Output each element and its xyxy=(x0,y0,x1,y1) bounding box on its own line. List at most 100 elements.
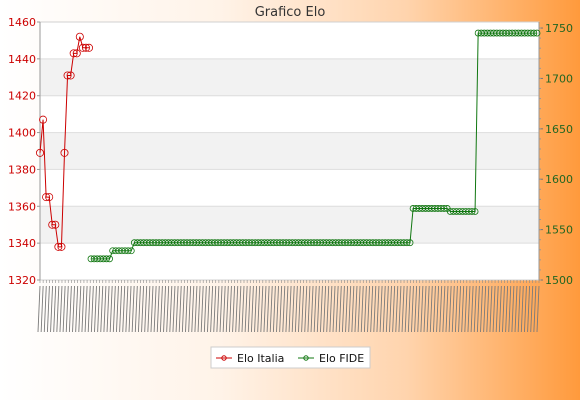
legend-marker-elo-italia xyxy=(221,355,227,361)
left-axis-ticks: 1320 1340 1360 1380 1400 1420 1440 1460 xyxy=(8,16,40,287)
plot-band xyxy=(40,58,539,96)
x-tick-label xyxy=(489,285,493,333)
x-tick-label xyxy=(357,285,361,333)
x-tick-label xyxy=(128,285,132,333)
x-tick-label xyxy=(153,285,157,333)
point-elo-fide xyxy=(103,255,110,263)
x-tick-label xyxy=(398,285,402,333)
x-tick-label xyxy=(282,285,286,333)
right-tick-label: 1550 xyxy=(545,224,573,237)
point-elo-italia xyxy=(51,220,60,229)
x-tick-label xyxy=(461,285,465,333)
x-tick-label xyxy=(156,285,160,333)
x-tick-label xyxy=(84,285,88,333)
x-tick-label xyxy=(172,285,176,333)
x-tick-label xyxy=(307,285,311,333)
legend-marker-elo-fide xyxy=(303,355,309,361)
point-elo-italia xyxy=(85,43,94,52)
right-tick-label: 1700 xyxy=(545,72,573,85)
left-tick-label: 1440 xyxy=(8,53,36,66)
x-tick-label xyxy=(454,285,458,333)
x-tick-label xyxy=(68,285,72,333)
x-tick-label xyxy=(326,285,330,333)
x-tick-label xyxy=(144,285,148,333)
x-tick-label xyxy=(320,285,323,333)
legend-item-elo-fide[interactable]: Elo FIDE xyxy=(298,352,364,365)
x-tick-label xyxy=(429,285,433,333)
x-tick-label xyxy=(445,285,449,333)
legend-label-elo-fide: Elo FIDE xyxy=(319,352,364,365)
x-tick-label xyxy=(304,285,308,333)
x-tick-label xyxy=(423,285,427,333)
x-tick-label xyxy=(40,285,44,333)
x-tick-label xyxy=(62,285,66,333)
x-tick-label xyxy=(194,285,198,333)
x-tick-label xyxy=(310,285,314,333)
right-tick-label: 1600 xyxy=(545,173,573,186)
plot-bands xyxy=(40,58,539,244)
left-tick-label: 1360 xyxy=(8,200,36,213)
x-tick-label xyxy=(53,285,57,333)
x-tick-label xyxy=(373,285,377,333)
legend-box xyxy=(210,346,371,369)
x-tick-label xyxy=(288,285,292,333)
x-tick-label xyxy=(351,285,355,333)
x-tick-label xyxy=(329,285,333,333)
x-tick-label xyxy=(508,285,512,333)
x-tick-label xyxy=(103,285,107,333)
x-tick-label xyxy=(37,285,41,333)
x-tick-label xyxy=(389,285,392,333)
x-tick-label xyxy=(313,285,317,333)
legend-item-elo-italia[interactable]: Elo Italia xyxy=(216,352,284,365)
point-elo-italia xyxy=(66,71,75,80)
x-tick-label xyxy=(467,285,471,333)
plot-band xyxy=(40,132,539,170)
x-tick-label xyxy=(338,285,342,333)
x-tick-label xyxy=(294,285,298,333)
left-tick-label: 1460 xyxy=(8,16,36,29)
left-tick-label: 1380 xyxy=(8,163,36,176)
x-tick-label xyxy=(159,285,163,333)
x-tick-label xyxy=(530,285,534,333)
x-tick-label xyxy=(414,285,418,333)
x-tick-label xyxy=(514,285,518,333)
point-elo-italia xyxy=(81,43,90,52)
point-elo-fide xyxy=(530,29,538,37)
x-tick-label xyxy=(197,285,201,333)
x-tick-label xyxy=(392,285,396,333)
x-tick-label xyxy=(169,285,173,333)
x-tick-label xyxy=(517,285,521,333)
x-tick-label xyxy=(439,285,443,333)
x-tick-label xyxy=(94,285,97,333)
x-tick-label xyxy=(125,285,129,333)
x-tick-label xyxy=(483,285,487,333)
x-tick-label xyxy=(216,285,220,333)
x-tick-label xyxy=(116,285,119,333)
x-tick-label xyxy=(505,285,509,333)
x-tick-label xyxy=(341,285,345,333)
x-tick-label xyxy=(178,285,182,333)
x-tick-label xyxy=(420,285,424,333)
x-tick-label xyxy=(495,285,499,333)
x-tick-label xyxy=(323,285,327,333)
x-tick-label xyxy=(238,285,242,333)
x-tick-label xyxy=(72,285,75,333)
x-tick-label xyxy=(348,285,352,333)
point-elo-italia xyxy=(75,32,84,41)
x-tick-label xyxy=(345,285,349,333)
x-tick-label xyxy=(232,285,236,333)
x-tick-label xyxy=(235,285,239,333)
right-axis-minor-ticks xyxy=(539,27,541,281)
x-tick-label xyxy=(298,285,301,333)
x-tick-label xyxy=(75,285,79,333)
point-elo-fide xyxy=(533,29,541,37)
point-elo-italia xyxy=(48,220,57,229)
x-tick-label xyxy=(426,285,430,333)
point-elo-italia xyxy=(78,43,87,52)
x-tick-label xyxy=(65,285,69,333)
x-tick-label xyxy=(527,285,531,333)
x-tick-label xyxy=(241,285,245,333)
x-tick-label xyxy=(254,285,257,333)
x-tick-label xyxy=(272,285,276,333)
x-tick-label xyxy=(213,285,217,333)
